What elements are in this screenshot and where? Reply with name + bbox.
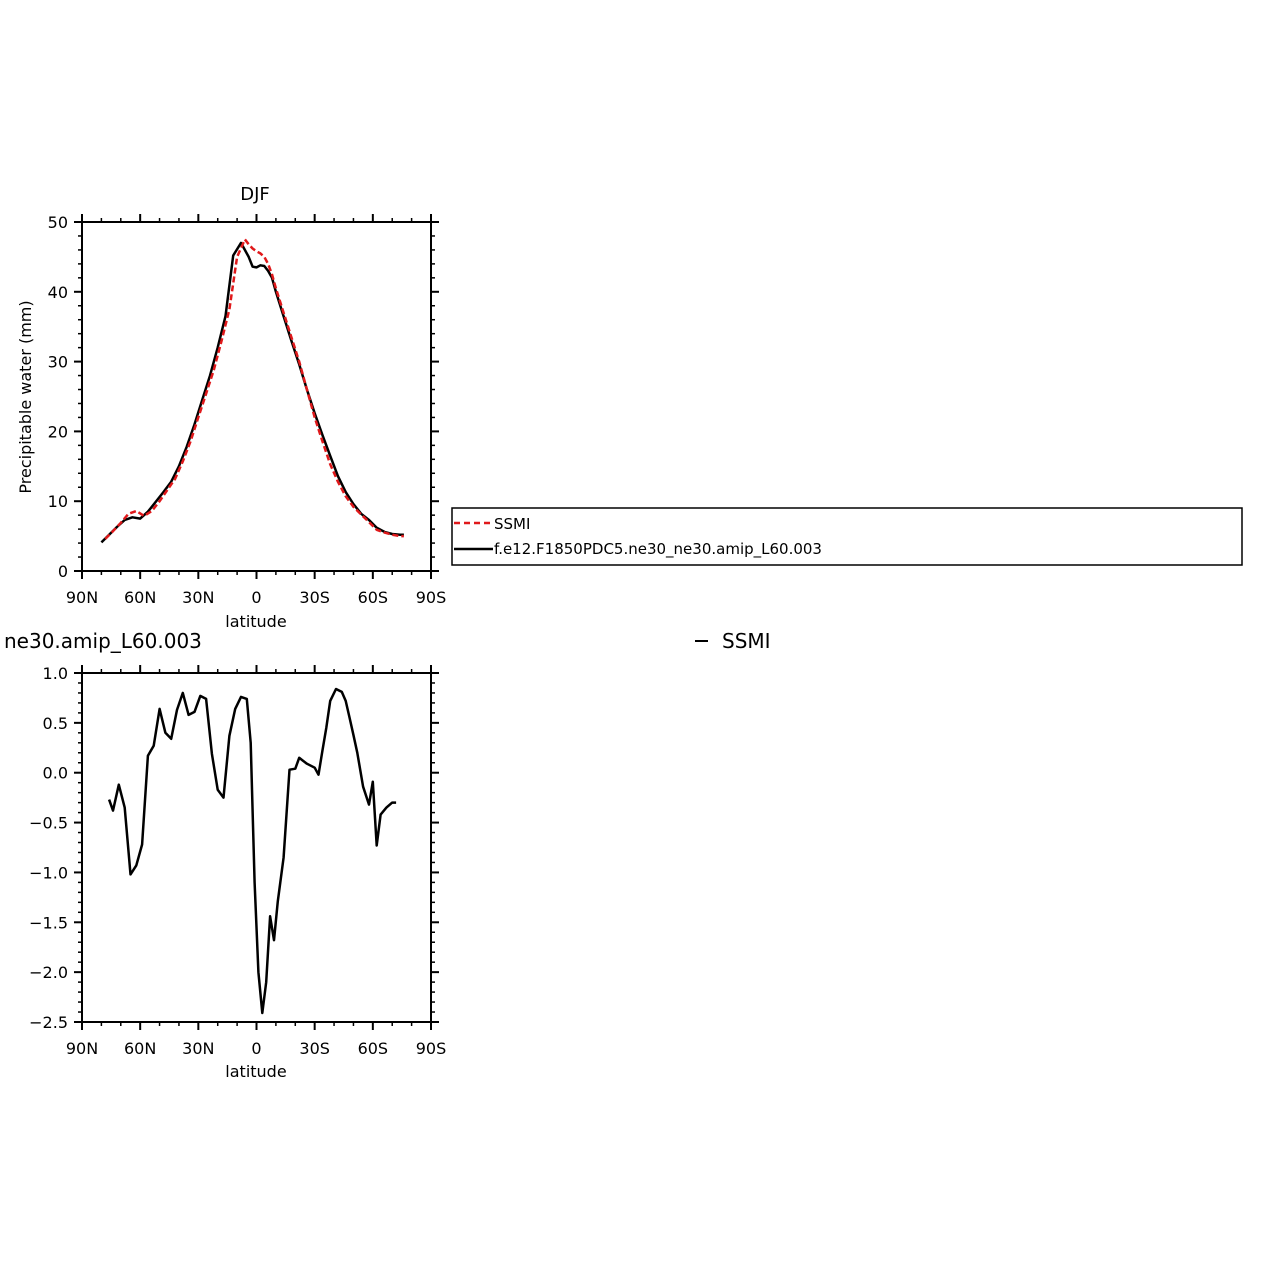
- x-tick-label: 30S: [299, 1039, 330, 1058]
- panel-djf: DJF 0 10 20 30 40 50 90N 60N 30N 0 30S 60S 90S lati…: [16, 184, 446, 631]
- panel2-x-axis-label: latitude: [225, 1062, 286, 1081]
- panel1-series: [100, 238, 404, 544]
- y-tick-label: 0.5: [43, 714, 68, 733]
- y-tick-label: −2.0: [29, 963, 68, 982]
- panel1-ytick-labels: 0 10 20 30 40 50: [48, 213, 68, 581]
- y-tick-label: 50: [48, 213, 68, 232]
- series-line-ssmi: [104, 238, 404, 540]
- y-tick-label: 0.0: [43, 764, 68, 783]
- panel-difference: 1.0 0.5 0.0 −0.5 −1.0 −1.5 −2.0 −2.5 90N 60N 30N 0…: [0, 629, 771, 1081]
- x-tick-label: 30N: [182, 588, 214, 607]
- y-tick-label: 40: [48, 283, 68, 302]
- y-tick-label: −1.5: [29, 913, 68, 932]
- y-tick-label: 20: [48, 422, 68, 441]
- x-tick-label: 30N: [182, 1039, 214, 1058]
- x-tick-label: 0: [251, 588, 261, 607]
- y-tick-label: 30: [48, 353, 68, 372]
- panel2-xtick-labels: 90N 60N 30N 0 30S 60S 90S: [66, 1039, 446, 1058]
- x-tick-label: 60S: [358, 588, 389, 607]
- x-tick-label: 60N: [124, 1039, 156, 1058]
- panel2-plot-frame: [81, 672, 432, 1023]
- y-tick-label: 1.0: [43, 664, 68, 683]
- x-tick-label: 90S: [416, 1039, 447, 1058]
- y-tick-label: 10: [48, 492, 68, 511]
- series-line-difference: [107, 687, 397, 1015]
- legend-box: SSMI f.e12.F1850PDC5.ne30_ne30.amip_L60.…: [451, 507, 1243, 566]
- panel1-ticks: [74, 214, 439, 579]
- panel2-series: [107, 687, 397, 1015]
- y-tick-label: 0: [58, 562, 68, 581]
- y-tick-label: −0.5: [29, 814, 68, 833]
- panel1-title: DJF: [240, 184, 270, 205]
- x-tick-label: 90N: [66, 588, 98, 607]
- panel2-y-axis-label: Precipitable water (mm): [0, 751, 17, 944]
- legend-ssmi-label: SSMI: [494, 515, 530, 533]
- legend-model-label: f.e12.F1850PDC5.ne30_ne30.amip_L60.003: [494, 540, 822, 559]
- x-tick-label: 60S: [358, 1039, 389, 1058]
- panel2-legend-label: SSMI: [722, 629, 771, 653]
- panel1-xtick-labels: 90N 60N 30N 0 30S 60S 90S: [66, 588, 446, 607]
- panel2-ytick-labels: 1.0 0.5 0.0 −0.5 −1.0 −1.5 −2.0 −2.5: [29, 664, 68, 1032]
- panel1-y-axis-label: Precipitable water (mm): [16, 300, 35, 493]
- panel1-plot-frame: [81, 221, 432, 572]
- y-tick-label: −1.0: [29, 863, 68, 882]
- y-tick-label: −2.5: [29, 1013, 68, 1032]
- x-tick-label: 90S: [416, 588, 447, 607]
- x-tick-label: 90N: [66, 1039, 98, 1058]
- x-tick-label: 30S: [299, 588, 330, 607]
- series-line-f-e12-f1850pdc5-ne30-ne30-amip-l60-003: [100, 241, 404, 544]
- panel2-title: ne30.amip_L60.003: [4, 629, 202, 653]
- legend-frame: [451, 507, 1243, 566]
- x-tick-label: 60N: [124, 588, 156, 607]
- panel1-x-axis-label: latitude: [225, 612, 286, 631]
- x-tick-label: 0: [251, 1039, 261, 1058]
